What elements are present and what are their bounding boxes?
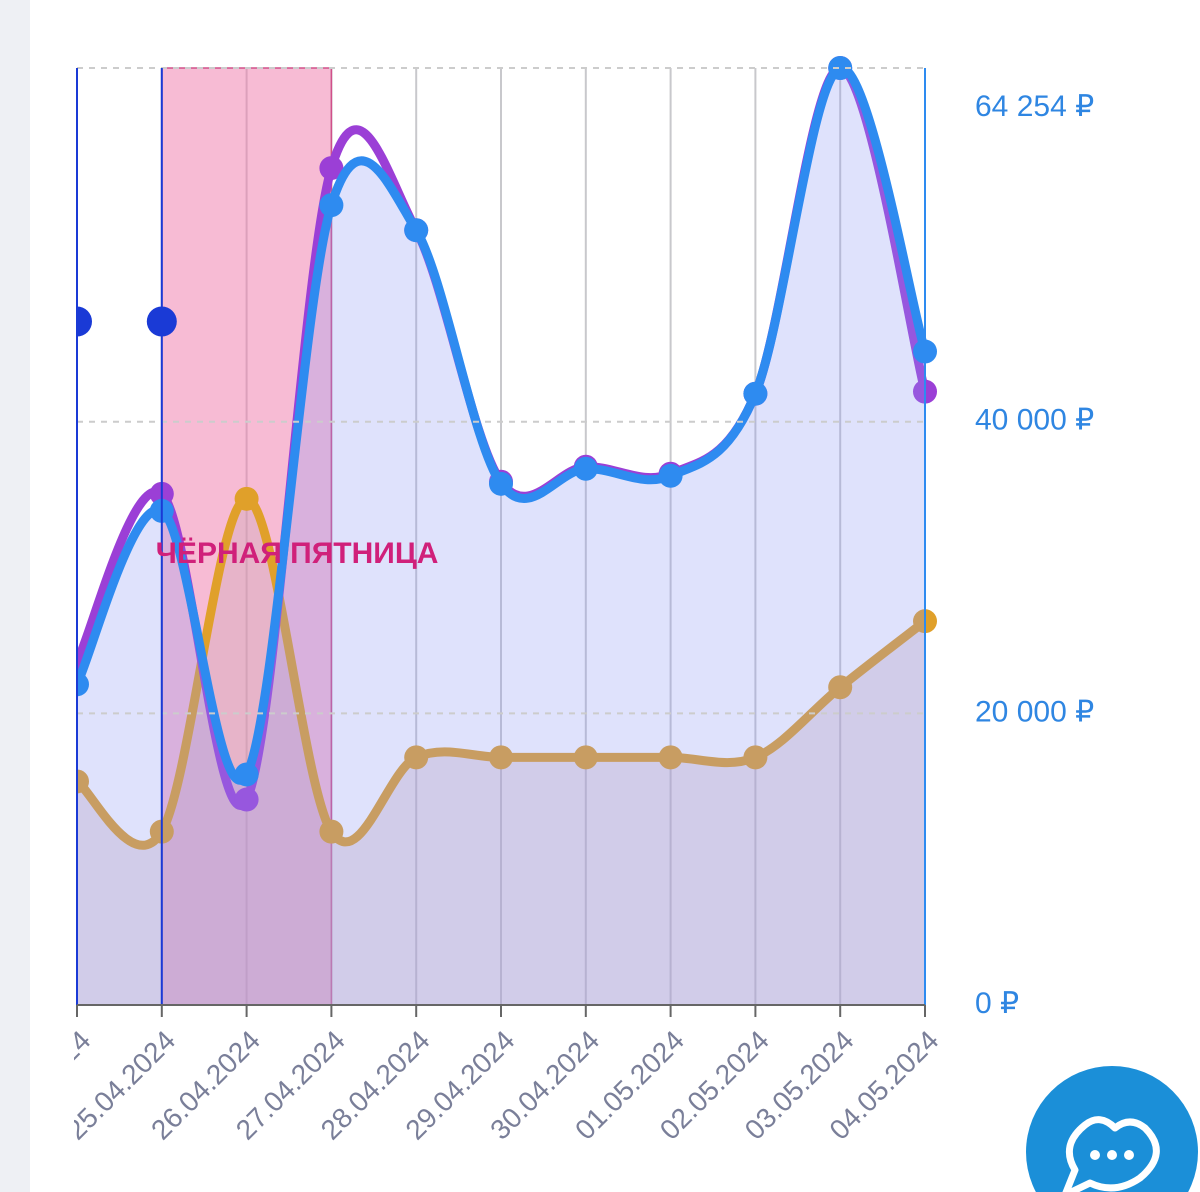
area: [77, 67, 925, 1005]
point: [404, 745, 429, 770]
y-tick-label: 20 000 ₽: [975, 695, 1094, 728]
y-tick-label: 40 000 ₽: [975, 404, 1094, 437]
point: [404, 218, 429, 243]
point: [489, 471, 513, 496]
point: [77, 306, 92, 337]
point: [828, 56, 853, 80]
point: [319, 193, 344, 218]
x-labels: 24.04.202425.04.202426.04.202427.04.2024…: [74, 1025, 944, 1146]
point: [319, 819, 344, 844]
point: [234, 762, 259, 787]
point: [743, 745, 768, 770]
area: [77, 498, 925, 1005]
point: [658, 745, 683, 770]
band-label: ЧЁРНАЯ ПЯТНИЦА: [156, 537, 439, 570]
point: [489, 745, 513, 770]
point: [573, 745, 598, 770]
chat-button[interactable]: [1026, 1066, 1198, 1192]
point: [828, 675, 853, 700]
point: [77, 672, 89, 697]
point: [234, 486, 259, 511]
plot: [77, 56, 937, 1006]
y-tick-label: 0 ₽: [975, 987, 1019, 1020]
point: [573, 456, 598, 481]
side-strip: [0, 0, 30, 1192]
point: [234, 787, 259, 812]
line: [77, 63, 930, 785]
point: [743, 381, 768, 406]
y-tick-label: 64 254 ₽: [975, 90, 1094, 123]
point: [658, 463, 683, 488]
point: [77, 769, 89, 794]
point: [319, 156, 344, 181]
